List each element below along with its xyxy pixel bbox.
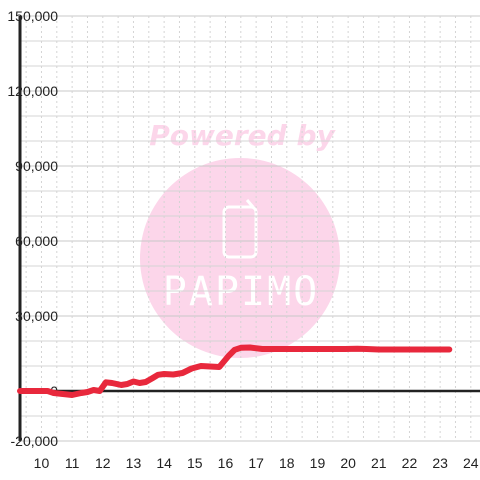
x-tick-label: 21	[371, 455, 387, 471]
x-tick-label: 13	[126, 455, 142, 471]
x-tick-label: 18	[279, 455, 295, 471]
x-tick-label: 11	[65, 455, 80, 471]
grid	[20, 15, 480, 442]
x-tick-label: 12	[95, 455, 111, 471]
y-tick-label: 30,000	[15, 308, 58, 324]
x-tick-label: 24	[463, 455, 479, 471]
x-tick-label: 16	[218, 455, 234, 471]
series-line	[17, 344, 453, 398]
series	[17, 344, 453, 398]
x-tick-labels: 10 11 12 13 14 15 16 17 18 19 20 21 22 23 24	[34, 455, 479, 471]
x-tick-label: 22	[402, 455, 418, 471]
x-tick-label: 17	[248, 455, 264, 471]
x-tick-label: 14	[156, 455, 172, 471]
y-tick-label: 150,000	[7, 8, 58, 24]
x-tick-label: 10	[34, 455, 50, 471]
y-tick-label: -20,000	[11, 433, 59, 449]
papimo-watermark: Powered by PAPIMO	[140, 119, 340, 358]
y-tick-label: 90,000	[15, 158, 58, 174]
x-tick-label: 23	[432, 455, 448, 471]
x-tick-label: 20	[340, 455, 356, 471]
x-tick-label: 19	[310, 455, 326, 471]
y-tick-label: 60,000	[15, 233, 58, 249]
x-tick-label: 15	[187, 455, 203, 471]
watermark-powered-by: Powered by	[149, 119, 336, 152]
watermark-brand: PAPIMO	[163, 269, 320, 315]
y-tick-label: 120,000	[7, 83, 58, 99]
